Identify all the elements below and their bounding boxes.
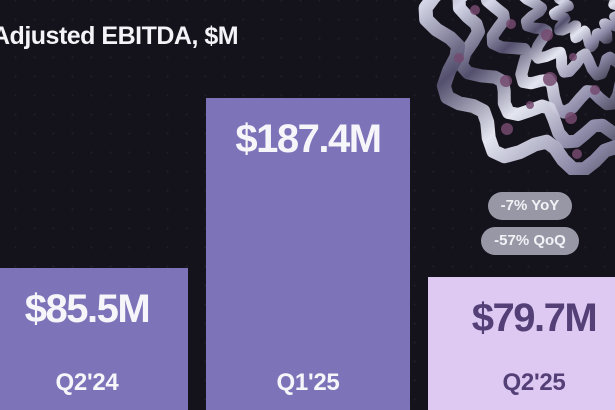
yoy-change-badge: -7% YoY — [487, 192, 573, 220]
bar-category-q2-24: Q2'24 — [55, 369, 119, 396]
bar-category-q1-25: Q1'25 — [276, 369, 340, 396]
change-badge-group: -7% YoY -57% QoQ — [481, 192, 579, 255]
bar-q2-25: $79.7M Q2'25 — [428, 277, 615, 410]
bar-q2-24: $85.5M Q2'24 — [0, 268, 188, 410]
liquid-metal-decoration — [418, 0, 615, 175]
bar-category-q2-25: Q2'25 — [502, 369, 566, 396]
chart-title: Adjusted EBITDA, $M — [0, 22, 239, 50]
qoq-change-badge: -57% QoQ — [481, 227, 579, 255]
bar-value-q2-24: $85.5M — [24, 287, 151, 331]
bar-q1-25: $187.4M Q1'25 — [206, 98, 410, 410]
bar-value-q2-25: $79.7M — [471, 296, 598, 340]
bar-value-q1-25: $187.4M — [235, 117, 382, 161]
